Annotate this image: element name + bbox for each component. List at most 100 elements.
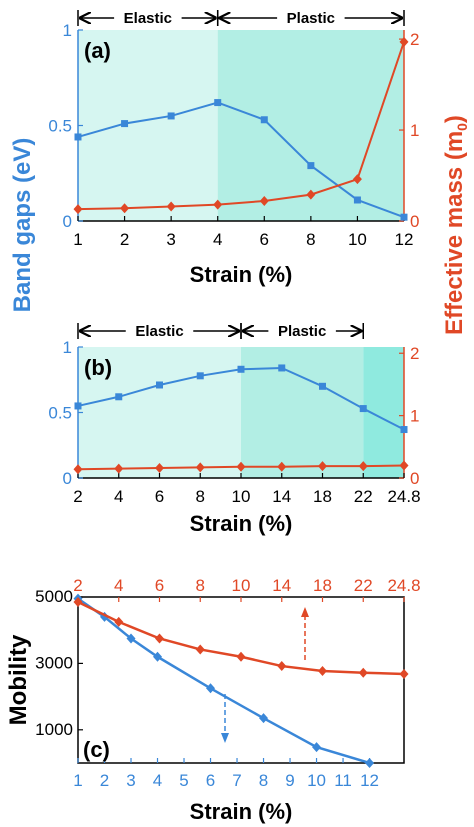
mobility-bottom-point [312,742,322,753]
x-bottom-tick-label: 12 [360,771,379,790]
left-tick-label: 0 [63,212,72,231]
x-bottom-tick-label: 6 [206,771,215,790]
band-gap-point [121,120,129,128]
x-bottom-tick-label: 7 [232,771,241,790]
x-tick-label: 8 [196,487,205,506]
x-bottom-tick-label: 8 [259,771,268,790]
mobility-bottom-point [259,713,269,724]
x-bottom-tick-label: 3 [126,771,135,790]
right-tick-label: 2 [410,30,419,49]
x-bottom-tick-label: 1 [73,771,82,790]
mobility-top-point [195,644,205,655]
band-gap-point [359,405,367,413]
y-tick-label: 3000 [35,653,73,672]
mobility-top-point [399,669,409,680]
x-tick-label: 10 [348,230,367,249]
x-tick-label: 3 [166,230,175,249]
ylabel-band-gaps: Band gaps (eV) [9,138,36,313]
region-label-backing [125,320,194,334]
x-tick-label: 12 [395,230,414,249]
effective-mass-point [114,463,124,474]
right-tick-label: 1 [410,407,419,426]
mobility-bottom-point [206,683,216,694]
band-gap-point [237,365,245,373]
left-tick-label: 1 [63,338,72,357]
band-gap-point [353,196,361,204]
x-bottom-tick-label: 11 [334,771,352,790]
mobility-top-point [358,667,368,678]
mobility-bottom-point [365,758,375,768]
right-tick-label: 2 [410,344,419,363]
left-tick-label: 0 [63,469,72,488]
mobility-bottom-point [153,651,163,662]
y-axis-label: Mobility [5,634,32,725]
mobility-top-line [77,600,405,676]
x-top-tick-label: 14 [272,576,291,595]
band-gap-point [278,364,286,372]
band-gap-line [77,101,405,219]
effective-mass-point [399,36,409,47]
x-tick-label: 2 [120,230,129,249]
effective-mass-point [399,460,409,471]
x-bottom-tick-label: 4 [153,771,162,790]
effective-mass-point [352,174,362,185]
panel-label: (c) [83,737,110,762]
region-bg-1 [241,347,364,478]
region-bg-1 [217,30,404,221]
effective-mass-point [120,203,130,214]
effective-mass-point [73,204,83,215]
mobility-bottom-line [77,597,370,765]
region-label-backing [114,7,182,21]
plot-frame [77,596,405,764]
x-top-tick-label: 22 [354,576,373,595]
x-top-tick-label: 8 [196,576,205,595]
effective-mass-point [277,461,287,472]
red-direction-arrow-head [301,607,309,617]
ylabel-effective-mass: Effective mass (m0) [441,115,470,335]
band-gap-point [74,402,82,410]
y-tick-label: 5000 [35,587,73,606]
region-label-backing [268,320,336,334]
x-bottom-tick-label: 5 [179,771,188,790]
band-gap-point [319,382,326,390]
left-tick-label: 0.5 [48,117,72,136]
band-gap-point [115,393,123,401]
region-label: Plastic [287,10,335,27]
effective-mass-point [195,462,205,473]
left-tick-label: 0.5 [48,404,72,423]
band-gap-point [260,116,268,124]
band-gap-point [400,213,408,221]
effective-mass-point [236,461,246,472]
region-label: Plastic [278,323,326,340]
mobility-top-point [73,596,83,607]
x-tick-label: 22 [354,487,373,506]
x-bottom-tick-label: 9 [285,771,294,790]
effective-mass-point [213,199,223,210]
blue-direction-arrow-head [221,733,229,743]
region-label: Elastic [135,323,183,340]
x-bottom-tick-label: 2 [100,771,109,790]
effective-mass-point [306,189,316,200]
band-gap-point [167,112,175,120]
band-gap-point [214,99,222,107]
x-tick-label: 14 [272,487,291,506]
x-top-tick-label: 4 [114,576,123,595]
x-axis-label: Strain (%) [190,799,293,824]
x-tick-label: 1 [73,230,82,249]
x-tick-label: 8 [306,230,315,249]
x-bottom-tick-label: 10 [307,771,326,790]
band-gap-point [307,162,315,170]
right-tick-label: 0 [410,469,419,488]
x-axis-label: Strain (%) [190,262,293,287]
region-label: Elastic [124,10,172,27]
panel-label: (a) [84,38,111,63]
effective-mass-point [73,464,83,475]
x-top-tick-label: 18 [313,576,332,595]
effective-mass-point [358,461,368,472]
x-tick-label: 4 [213,230,222,249]
mobility-top-point [277,661,287,672]
x-top-tick-label: 24.8 [387,576,420,595]
region-bg-0 [78,347,241,478]
